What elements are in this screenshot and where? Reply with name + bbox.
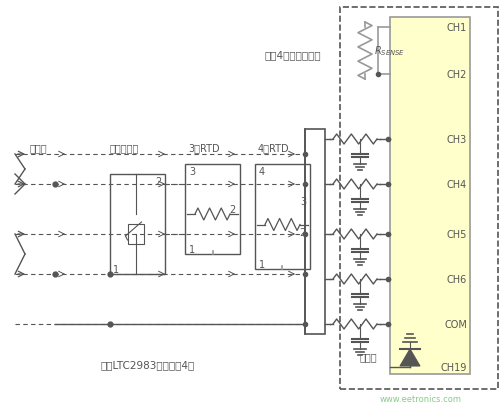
Bar — [110, 175, 165, 274]
Bar — [185, 164, 240, 254]
Text: 2: 2 — [300, 228, 306, 238]
Text: CH2: CH2 — [447, 70, 467, 80]
Text: CH5: CH5 — [447, 229, 467, 239]
Text: CH3: CH3 — [447, 135, 467, 145]
Text: COM: COM — [444, 319, 467, 329]
Text: 热敏电阻器: 热敏电阻器 — [110, 143, 139, 153]
Text: 冷接点: 冷接点 — [360, 351, 378, 361]
Text: www.eetronics.com: www.eetronics.com — [380, 395, 462, 404]
Text: 3: 3 — [189, 166, 195, 177]
Text: 3: 3 — [300, 196, 306, 206]
Text: CH1: CH1 — [447, 23, 467, 33]
Text: 1: 1 — [189, 245, 195, 254]
Text: 4线RTD: 4线RTD — [258, 143, 290, 153]
Text: 1: 1 — [259, 259, 265, 270]
Text: 热电偶: 热电偶 — [30, 143, 48, 153]
Text: CH19: CH19 — [441, 362, 467, 372]
Polygon shape — [400, 349, 420, 366]
Text: $R_{SENSE}$: $R_{SENSE}$ — [374, 45, 405, 58]
Text: 2: 2 — [230, 204, 236, 214]
Text: 2: 2 — [155, 177, 161, 187]
Bar — [305, 130, 325, 334]
Text: 4: 4 — [259, 166, 265, 177]
Text: 3线RTD: 3线RTD — [188, 143, 220, 153]
Bar — [255, 164, 310, 270]
Text: 每个LTC2983连接多达4组: 每个LTC2983连接多达4组 — [100, 359, 194, 369]
Bar — [340, 8, 498, 389]
Text: CH4: CH4 — [447, 180, 467, 189]
Text: 所有4组传感器共用: 所有4组传感器共用 — [265, 50, 321, 60]
Text: CH6: CH6 — [447, 274, 467, 284]
Text: 1: 1 — [113, 264, 119, 274]
Bar — [390, 18, 470, 374]
Bar — [127, 225, 143, 245]
